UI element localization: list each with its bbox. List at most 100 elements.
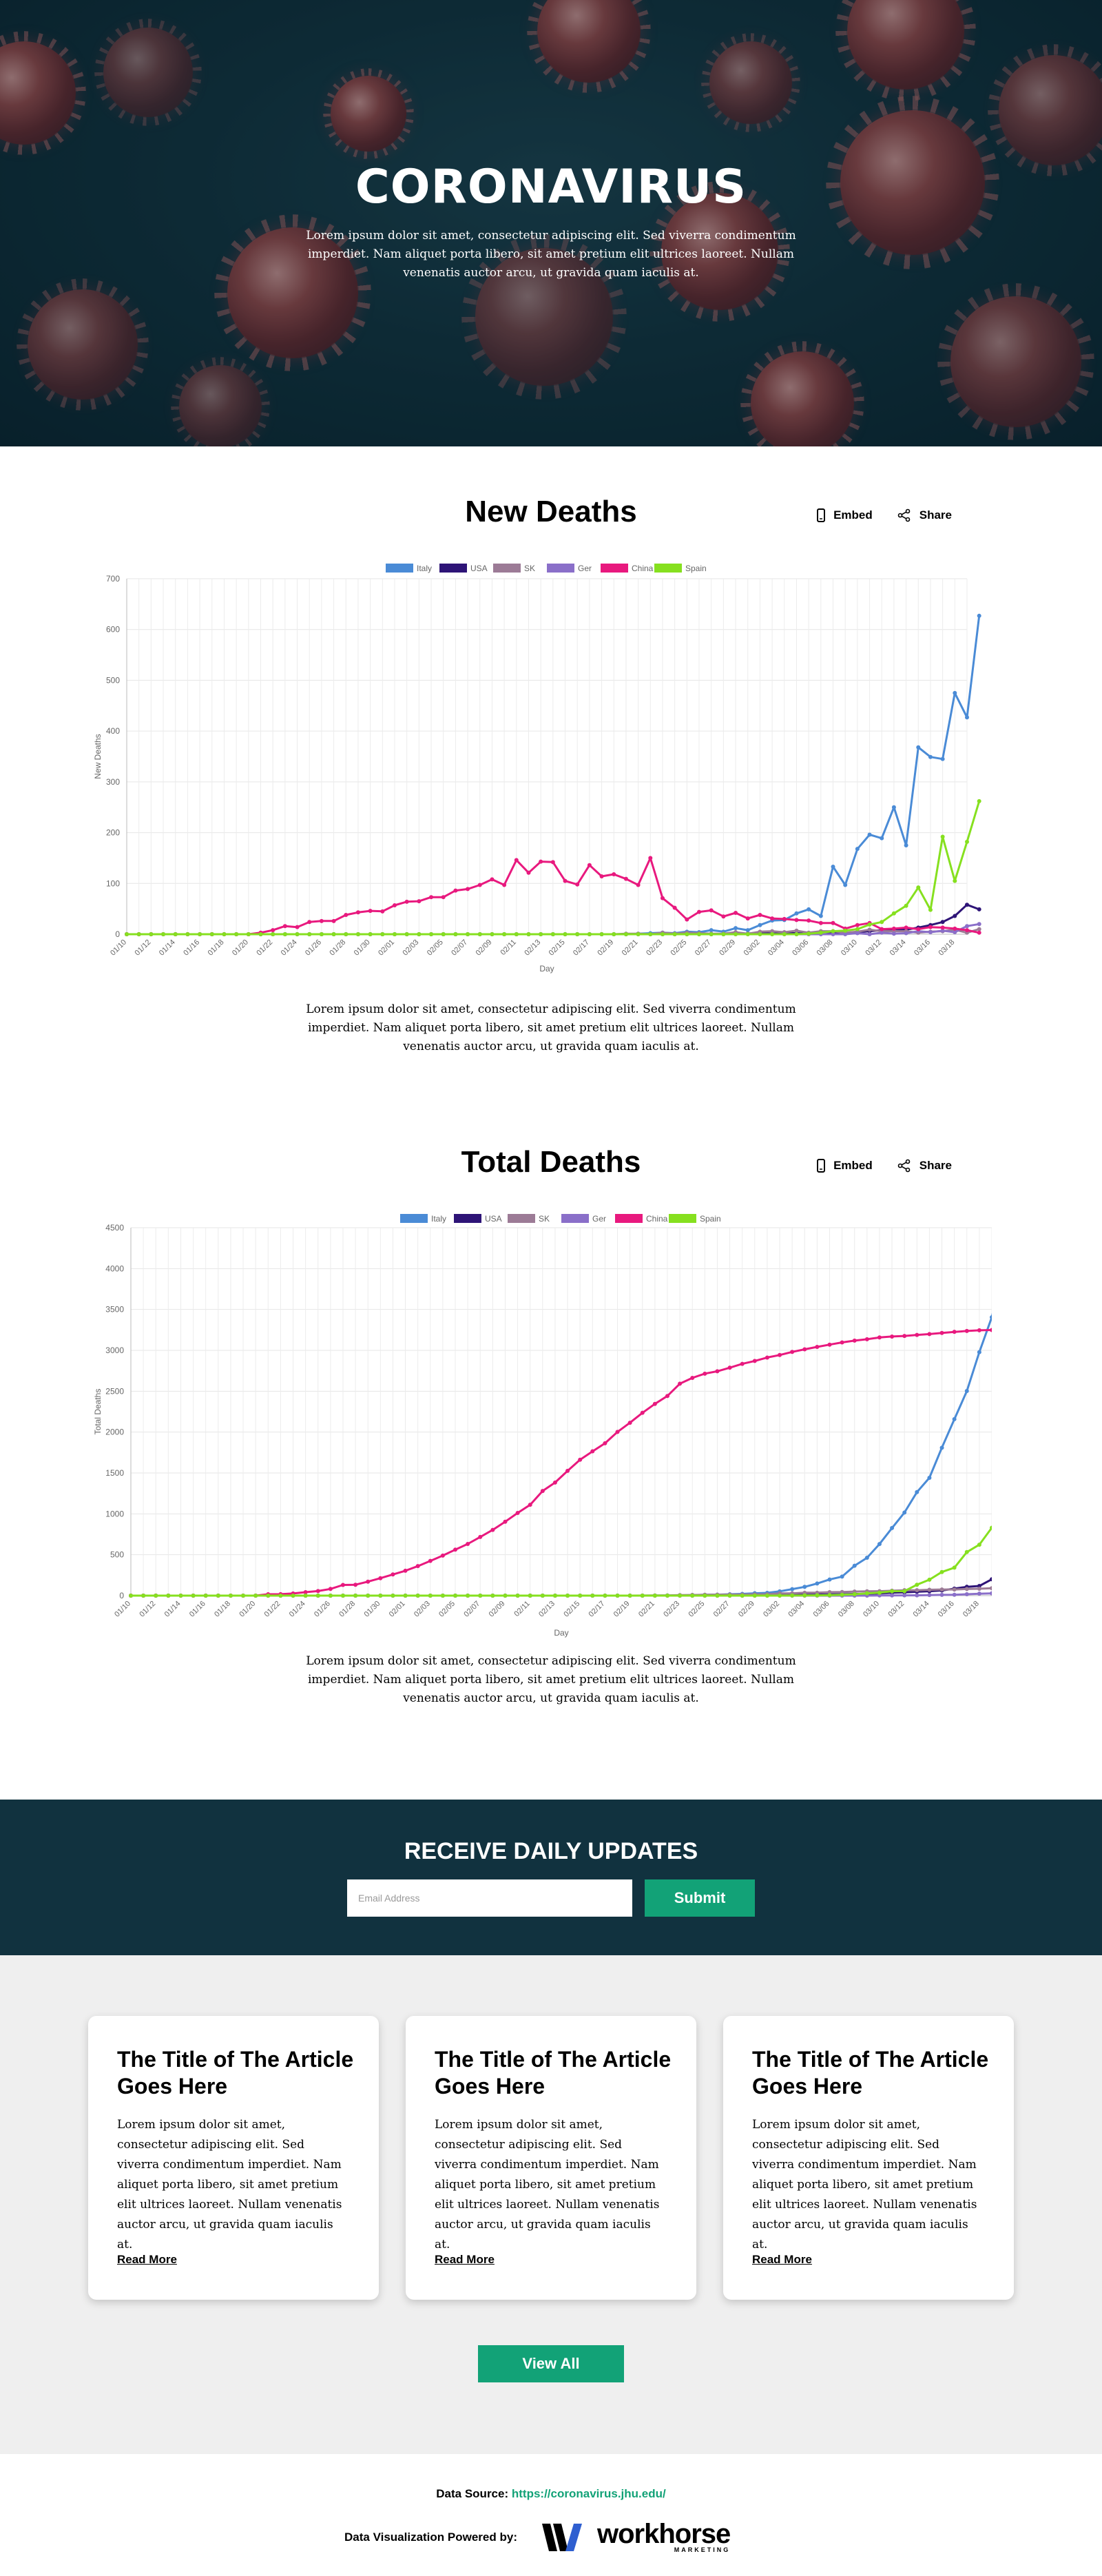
- data-point: [198, 932, 202, 936]
- data-point: [890, 1589, 895, 1594]
- legend-label: USA: [485, 1214, 502, 1224]
- legend-label: China: [632, 564, 654, 573]
- x-tick-label: 01/28: [337, 1600, 357, 1619]
- article-text: Lorem ipsum dolor sit amet, consectetur …: [117, 2118, 342, 2252]
- data-point: [502, 883, 507, 887]
- data-point: [380, 909, 385, 914]
- embed-button[interactable]: Embed: [817, 1159, 873, 1173]
- data-point: [640, 1410, 645, 1415]
- data-point: [690, 1375, 695, 1380]
- data-point: [490, 877, 495, 882]
- share-button[interactable]: Share: [897, 508, 952, 522]
- y-axis-label: New Deaths: [93, 734, 103, 779]
- data-point: [344, 912, 349, 917]
- data-point: [928, 930, 933, 935]
- section-header: Total Deaths Embed Share: [0, 1145, 1102, 1186]
- data-point: [241, 1594, 246, 1598]
- x-tick-label: 02/17: [572, 938, 591, 958]
- data-point: [453, 932, 458, 936]
- data-point: [727, 1366, 732, 1370]
- virus-image: [751, 351, 854, 446]
- hero-text: Lorem ipsum dolor sit amet, consectetur …: [306, 229, 796, 280]
- data-point: [877, 1542, 882, 1547]
- data-source-link[interactable]: https://coronavirus.jhu.edu/: [511, 2487, 666, 2500]
- data-point: [904, 903, 908, 908]
- x-tick-label: 02/01: [388, 1600, 407, 1619]
- view-all-button[interactable]: View All: [478, 2345, 624, 2382]
- y-tick-label: 3500: [105, 1305, 124, 1315]
- read-more-link[interactable]: Read More: [435, 2253, 495, 2266]
- data-point: [765, 1355, 769, 1360]
- data-point: [928, 754, 933, 759]
- data-point: [977, 1350, 981, 1354]
- legend-label: Spain: [685, 564, 707, 573]
- data-point: [665, 1394, 669, 1399]
- x-tick-label: 02/03: [413, 1600, 432, 1619]
- data-point: [429, 932, 434, 936]
- hero-content: CORONAVIRUS Lorem ipsum dolor sit amet, …: [0, 160, 1102, 282]
- data-point: [915, 1588, 919, 1593]
- data-point: [503, 1594, 508, 1598]
- submit-button[interactable]: Submit: [645, 1879, 755, 1917]
- virus-image: [999, 55, 1102, 165]
- data-point: [916, 885, 921, 890]
- total-deaths-section: Total Deaths Embed Share Italy USA SK Ger Ch…: [0, 1145, 1102, 1724]
- data-point: [526, 932, 531, 936]
- x-axis-label: Day: [539, 964, 554, 973]
- data-point: [740, 1361, 745, 1366]
- data-point: [690, 1594, 695, 1598]
- data-point: [904, 931, 908, 936]
- x-tick-label: 02/19: [596, 938, 615, 958]
- data-point: [977, 930, 981, 935]
- data-point: [378, 1594, 383, 1598]
- data-point: [366, 1579, 371, 1584]
- x-tick-label: 01/16: [188, 1600, 207, 1619]
- share-button[interactable]: Share: [897, 1159, 952, 1173]
- read-more-link[interactable]: Read More: [752, 2253, 812, 2266]
- data-point: [977, 907, 981, 911]
- x-tick-label: 02/15: [562, 1600, 581, 1619]
- data-point: [526, 870, 531, 875]
- chart-legend: Italy USA SK Ger China Spain: [386, 564, 707, 573]
- x-tick-label: 02/25: [687, 1600, 707, 1619]
- data-point: [818, 930, 823, 935]
- data-point: [660, 896, 665, 900]
- data-point: [745, 916, 750, 921]
- data-point: [565, 1468, 570, 1473]
- data-point: [818, 914, 823, 918]
- read-more-link[interactable]: Read More: [117, 2253, 177, 2266]
- y-tick-label: 200: [106, 828, 120, 838]
- data-point: [977, 613, 981, 618]
- data-point: [378, 1576, 383, 1580]
- data-point: [685, 917, 689, 922]
- data-source: Data Source: https://coronavirus.jhu.edu…: [0, 2487, 1102, 2501]
- x-tick-label: 02/23: [645, 938, 664, 958]
- data-point: [880, 930, 884, 935]
- legend-swatch: [508, 1214, 535, 1223]
- data-point: [161, 932, 166, 936]
- data-point: [852, 1591, 857, 1596]
- data-point: [246, 932, 251, 936]
- section-title: New Deaths: [465, 495, 637, 528]
- data-point: [355, 910, 360, 915]
- data-point: [953, 690, 957, 695]
- data-point: [590, 1449, 595, 1454]
- x-tick-label: 02/29: [737, 1600, 756, 1619]
- data-point: [228, 1594, 233, 1598]
- data-point: [380, 932, 385, 936]
- data-point: [428, 1558, 433, 1563]
- data-point: [939, 1445, 944, 1450]
- data-point: [640, 1594, 645, 1598]
- total-deaths-chart: Italy USA SK Ger China Spain 0 500 1000 1500 2000 2…: [93, 1214, 1007, 1638]
- data-point: [278, 1594, 283, 1598]
- email-field[interactable]: [347, 1879, 632, 1917]
- data-point: [149, 932, 154, 936]
- embed-button[interactable]: Embed: [817, 508, 873, 522]
- data-point: [864, 1556, 869, 1560]
- data-point: [203, 1594, 208, 1598]
- data-point: [368, 932, 373, 936]
- data-point: [965, 903, 969, 907]
- data-point: [977, 927, 981, 931]
- data-point: [964, 1388, 969, 1393]
- x-tick-label: 02/01: [377, 938, 396, 958]
